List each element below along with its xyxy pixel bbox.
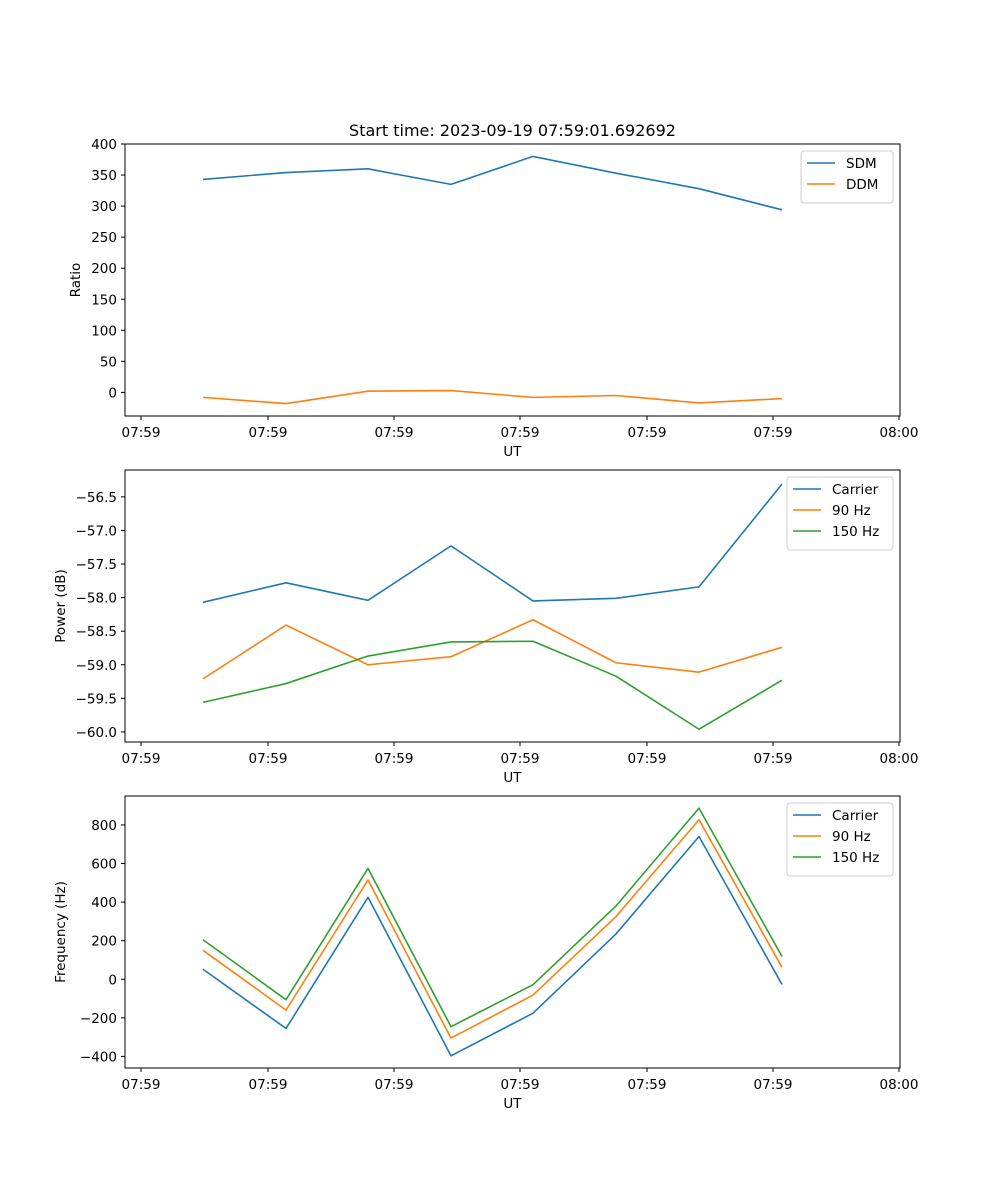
series-line-sdm	[202, 155, 783, 211]
x-tick-label: 07:59	[501, 425, 540, 441]
y-tick-label: −60.0	[76, 725, 117, 741]
series-line-ddm	[202, 389, 783, 405]
legend-label: SDM	[846, 156, 877, 172]
y-tick-label: −200	[80, 1011, 117, 1027]
y-tick-label: 100	[91, 323, 117, 339]
series-line-150-hz	[202, 807, 783, 1028]
legend: Carrier 90 Hz 150 Hz	[786, 802, 894, 877]
chart-panel-2: −60.0 −59.5 −59.0 −58.5 −58.0 −57.5 −57.0 −56.5…	[53, 469, 919, 786]
chart-panel-3: −400 −200 0 200 400 600 800 07:59 07:59 07:59 07:5…	[53, 795, 919, 1112]
x-tick-label: 07:59	[122, 425, 161, 441]
y-tick-label: 600	[91, 857, 117, 873]
y-tick-label: 50	[100, 354, 117, 370]
y-tick-label: −400	[80, 1049, 117, 1065]
y-tick-label: −57.0	[76, 523, 117, 539]
axes-frame	[124, 469, 901, 743]
y-tick-label: 0	[108, 385, 117, 401]
x-tick-label: 07:59	[122, 1077, 161, 1093]
legend: Carrier 90 Hz 150 Hz	[786, 476, 894, 551]
x-axis-label: UT	[503, 770, 522, 786]
y-tick-label: 200	[91, 261, 117, 277]
legend-box	[800, 150, 894, 204]
x-tick-label: 07:59	[628, 425, 667, 441]
y-tick-label: −58.0	[76, 591, 117, 607]
y-tick-label: −57.5	[76, 557, 117, 573]
chart-panel-1: Start time: 2023-09-19 07:59:01.692692 0 5…	[68, 121, 918, 460]
legend-label: 150 Hz	[832, 524, 879, 540]
series-line-90-hz	[202, 818, 783, 1039]
y-tick-label: 800	[91, 818, 117, 834]
x-tick-label: 07:59	[754, 751, 793, 767]
series-line-carrier	[202, 835, 783, 1057]
x-tick-label: 07:59	[628, 1077, 667, 1093]
series-line-carrier	[202, 483, 783, 604]
x-tick-label: 07:59	[628, 751, 667, 767]
series-line-90-hz	[202, 618, 783, 680]
y-tick-label: −56.5	[76, 490, 117, 506]
legend-label: 90 Hz	[832, 503, 871, 519]
legend: SDM DDM	[800, 150, 894, 204]
x-tick-label: 07:59	[249, 425, 288, 441]
y-tick-label: 0	[108, 972, 117, 988]
axes-frame	[124, 143, 901, 417]
legend-label: DDM	[846, 177, 878, 193]
x-tick-label: 07:59	[122, 751, 161, 767]
legend-label: Carrier	[832, 808, 879, 824]
y-tick-label: 300	[91, 199, 117, 215]
x-tick-label: 07:59	[754, 425, 793, 441]
legend-label: 90 Hz	[832, 829, 871, 845]
x-tick-label: 08:00	[880, 751, 919, 767]
y-tick-label: 200	[91, 934, 117, 950]
y-axis-label: Ratio	[68, 263, 84, 298]
y-tick-label: 250	[91, 230, 117, 246]
x-tick-label: 07:59	[375, 425, 414, 441]
x-axis-label: UT	[503, 1096, 522, 1112]
y-axis-label: Power (dB)	[53, 569, 69, 642]
x-tick-label: 07:59	[375, 751, 414, 767]
chart-title: Start time: 2023-09-19 07:59:01.692692	[349, 121, 676, 140]
y-tick-label: −58.5	[76, 624, 117, 640]
y-tick-label: −59.5	[76, 691, 117, 707]
x-tick-label: 08:00	[880, 1077, 919, 1093]
x-tick-label: 08:00	[880, 425, 919, 441]
x-tick-label: 07:59	[754, 1077, 793, 1093]
y-tick-label: 400	[91, 895, 117, 911]
y-tick-label: −59.0	[76, 658, 117, 674]
series-line-150-hz	[202, 640, 783, 731]
y-tick-label: 350	[91, 168, 117, 184]
legend-label: 150 Hz	[832, 850, 879, 866]
x-tick-label: 07:59	[501, 751, 540, 767]
x-axis-label: UT	[503, 444, 522, 460]
x-tick-label: 07:59	[375, 1077, 414, 1093]
axes-frame	[124, 795, 901, 1069]
legend-label: Carrier	[832, 482, 879, 498]
y-axis-label: Frequency (Hz)	[53, 881, 69, 983]
y-tick-label: 150	[91, 292, 117, 308]
x-tick-label: 07:59	[249, 751, 288, 767]
x-tick-label: 07:59	[501, 1077, 540, 1093]
y-tick-label: 400	[91, 137, 117, 153]
x-tick-label: 07:59	[249, 1077, 288, 1093]
